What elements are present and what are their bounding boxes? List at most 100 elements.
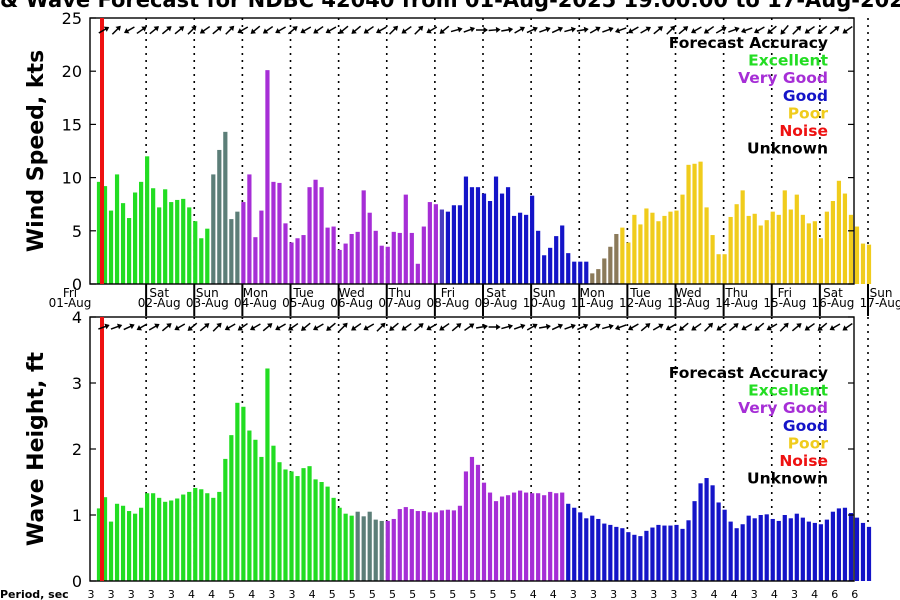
data-bar	[439, 209, 444, 284]
direction-arrow-icon	[589, 26, 601, 34]
direction-arrow-icon	[741, 323, 753, 331]
period-value: 4	[188, 588, 195, 600]
data-bar	[776, 214, 781, 284]
data-bar	[96, 508, 102, 581]
data-bar	[734, 528, 739, 581]
y-tick-label: 5	[72, 222, 82, 241]
data-bar	[758, 225, 763, 284]
date-label: 07-Aug	[378, 296, 421, 310]
data-bar	[132, 513, 138, 581]
data-bar	[674, 524, 679, 581]
data-bar	[114, 503, 120, 581]
direction-arrow-icon	[111, 25, 121, 35]
data-bar	[505, 495, 511, 581]
data-bar	[421, 511, 426, 581]
data-bar	[409, 232, 414, 284]
data-bar	[349, 515, 354, 581]
direction-arrow-icon	[842, 322, 853, 331]
data-bar	[698, 483, 703, 581]
data-bar	[457, 205, 463, 284]
direction-arrow-icon	[262, 323, 273, 332]
data-bar	[602, 523, 607, 581]
y-axis-label: Wind Speed, kts	[24, 50, 49, 252]
direction-arrow-icon	[679, 322, 689, 331]
direction-arrow-icon	[199, 323, 210, 332]
data-bar	[433, 512, 438, 581]
direction-arrow-icon	[564, 26, 576, 33]
period-value: 4	[248, 588, 255, 600]
data-bar	[716, 254, 721, 284]
data-bar	[193, 487, 198, 581]
direction-arrow-icon	[225, 25, 235, 35]
direction-arrow-icon	[704, 322, 714, 332]
data-bar	[620, 227, 625, 284]
period-value: 4	[550, 588, 557, 600]
date-label: 17-Aug	[860, 296, 900, 310]
direction-arrow-icon	[426, 26, 438, 34]
data-bar	[602, 258, 607, 284]
data-bar	[728, 521, 733, 581]
period-value: 3	[751, 588, 758, 600]
y-tick-label: 2	[72, 440, 82, 459]
period-value: 4	[711, 588, 718, 600]
data-bar	[253, 439, 258, 581]
data-bar	[752, 213, 757, 284]
direction-arrow-icon	[526, 26, 538, 34]
data-bar	[806, 521, 811, 581]
data-bar	[632, 214, 637, 284]
data-bar	[716, 502, 721, 581]
day-of-week-label: Fri	[63, 286, 77, 300]
data-bar	[481, 482, 487, 581]
direction-arrow-icon	[326, 322, 336, 331]
data-bar	[157, 207, 162, 284]
day-of-week-label: Thu	[388, 286, 412, 300]
direction-arrow-icon	[538, 323, 551, 330]
data-bar	[457, 505, 463, 581]
date-label: 10-Aug	[523, 296, 566, 310]
direction-arrow-icon	[792, 25, 802, 35]
data-bar	[126, 218, 132, 284]
direction-arrow-icon	[351, 322, 362, 331]
data-bar	[367, 212, 372, 284]
legend-item: Noise	[779, 122, 828, 140]
data-bar	[139, 181, 144, 284]
data-bar	[746, 215, 751, 284]
data-bar	[800, 517, 805, 581]
direction-arrow-icon	[817, 322, 828, 331]
date-label: 09-Aug	[475, 296, 518, 310]
direction-arrow-icon	[653, 26, 663, 35]
legend-item: Excellent	[748, 382, 828, 400]
data-bar	[217, 491, 222, 581]
data-bar	[120, 203, 126, 284]
data-bar	[560, 225, 565, 284]
direction-arrow-icon	[199, 25, 211, 34]
data-bar	[157, 497, 162, 581]
data-bar	[307, 187, 312, 284]
data-bar	[524, 214, 529, 284]
data-bar	[102, 186, 108, 284]
data-bar	[668, 211, 673, 284]
direction-arrow-icon	[237, 26, 249, 34]
legend-item: Unknown	[747, 470, 828, 488]
data-bar	[860, 522, 866, 581]
direction-arrow-icon	[564, 323, 576, 330]
data-bar	[620, 528, 625, 581]
data-bar	[554, 236, 559, 284]
data-bar	[722, 254, 727, 284]
date-label: 03-Aug	[186, 296, 229, 310]
period-value: 3	[570, 588, 577, 600]
day-of-week-label: Sat	[486, 286, 506, 300]
data-bar	[211, 174, 216, 284]
data-bar	[656, 221, 661, 284]
data-bar	[710, 485, 715, 581]
period-value: 5	[490, 588, 497, 600]
data-bar	[187, 491, 192, 581]
data-bar	[746, 515, 751, 581]
period-value: 5	[429, 588, 436, 600]
data-bar	[794, 194, 799, 284]
direction-arrow-icon	[804, 25, 815, 34]
y-tick-label: 20	[62, 62, 82, 81]
legend-item: Noise	[779, 452, 828, 470]
data-bar	[842, 193, 848, 284]
direction-arrow-icon	[829, 26, 840, 35]
